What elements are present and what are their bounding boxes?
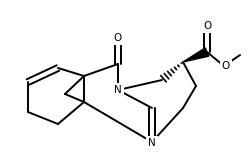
Text: O: O [114,33,122,43]
Text: N: N [148,138,156,148]
Text: O: O [222,61,230,71]
Polygon shape [183,48,209,62]
Text: N: N [114,85,122,95]
Text: O: O [203,21,211,31]
